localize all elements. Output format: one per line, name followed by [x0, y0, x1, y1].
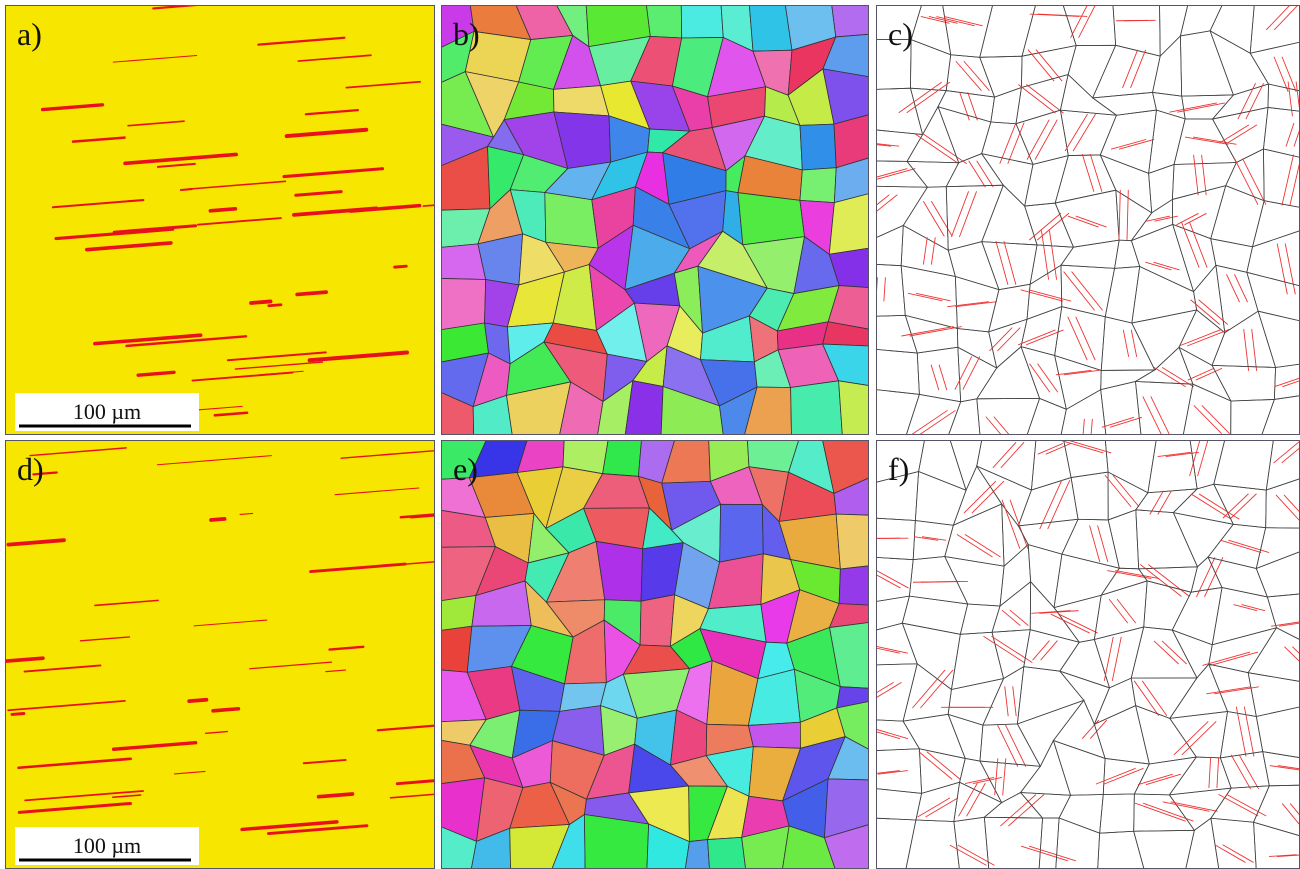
grain [738, 193, 805, 245]
grain [748, 0, 792, 51]
grain [545, 192, 598, 248]
inclusion [211, 519, 225, 520]
scale-bar-label: 100 µm [73, 833, 141, 858]
figure: a) 100 µm b) c) d) 100 µm e) f) [0, 0, 1300, 869]
panel [856, 420, 1300, 869]
panel [421, 420, 889, 869]
panel-label: f) [888, 451, 909, 487]
inclusion [213, 709, 238, 711]
inclusion [395, 266, 407, 267]
grain [584, 814, 648, 869]
inclusion [189, 700, 206, 701]
phase-map [5, 440, 435, 869]
grain [800, 168, 836, 203]
panel-label: e) [453, 451, 478, 487]
grain [640, 595, 674, 647]
panel [856, 0, 1300, 455]
inclusion [297, 292, 326, 294]
panel-label: b) [453, 16, 480, 52]
panel [5, 2, 516, 435]
inclusion [181, 189, 192, 190]
inclusion [269, 305, 281, 306]
panel [421, 0, 889, 455]
inclusion [210, 209, 235, 211]
scale-bar-label: 100 µm [73, 399, 141, 424]
panel-label: c) [888, 16, 913, 52]
inclusion [251, 301, 270, 303]
grain [800, 124, 836, 170]
grain [748, 722, 800, 748]
panel-label: a) [17, 16, 42, 52]
panel-label: d) [17, 451, 44, 487]
grain [720, 504, 764, 562]
phase-map [5, 5, 435, 435]
panel [5, 440, 467, 869]
inclusion [12, 713, 24, 714]
map-bg [876, 440, 1300, 869]
grain [554, 86, 609, 116]
